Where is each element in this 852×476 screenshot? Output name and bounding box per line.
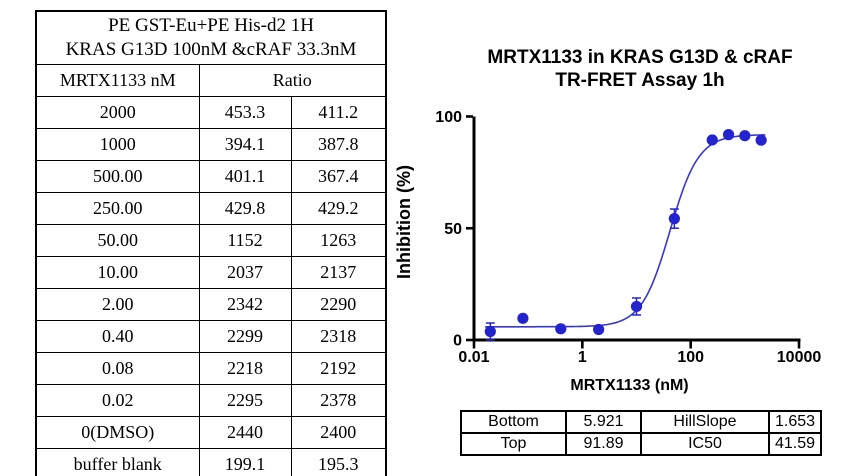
fit-cell: 41.59 bbox=[768, 432, 822, 456]
data-point-marker bbox=[722, 129, 735, 141]
chart-title-line2: TR-FRET Assay 1h bbox=[555, 70, 725, 91]
chart-title-line1: MRTX1133 in KRAS G13D & cRAF bbox=[487, 47, 793, 68]
ratio-column-header: Ratio bbox=[198, 64, 387, 97]
ratio-row: 0.08 2218 2192 bbox=[35, 352, 387, 385]
ratio-row: 0.02 2295 2378 bbox=[35, 384, 387, 417]
assay-header-cell: PE GST-Eu+PE His-d2 1H KRAS G13D 100nM &… bbox=[35, 10, 387, 65]
y-tick-label: 0 bbox=[453, 333, 462, 350]
ratio-cell: 2218 bbox=[198, 352, 292, 385]
ratio-cell: 2378 bbox=[290, 384, 387, 417]
ratio-cell: 199.1 bbox=[198, 448, 292, 476]
ratio-cell: 195.3 bbox=[290, 448, 387, 476]
data-point-marker bbox=[593, 323, 605, 336]
ratio-cell: 50.00 bbox=[35, 224, 200, 257]
chart-axes bbox=[472, 116, 801, 342]
data-point-marker bbox=[484, 325, 496, 338]
ratio-row: 1000 394.1 387.8 bbox=[35, 128, 387, 161]
y-tick-label: 100 bbox=[435, 109, 462, 126]
ratio-cell: 2290 bbox=[290, 288, 387, 321]
fit-cell: HillSlope bbox=[640, 410, 770, 434]
ratio-cell: 2440 bbox=[198, 416, 292, 449]
fit-cell: Bottom bbox=[460, 410, 567, 434]
conc-column-header: MRTX1133 nM bbox=[35, 64, 200, 97]
ratio-row: buffer blank 199.1 195.3 bbox=[35, 448, 387, 476]
fit-cell: 1.653 bbox=[768, 410, 822, 434]
ratio-cell: 367.4 bbox=[290, 160, 387, 193]
x-tick-label: 100 bbox=[677, 349, 704, 366]
x-tick-label: 10000 bbox=[777, 349, 822, 366]
x-axis-title: MRTX1133 (nM) bbox=[570, 377, 688, 394]
ratio-cell: 2000 bbox=[35, 96, 200, 129]
ratio-cell: 429.2 bbox=[290, 192, 387, 225]
chart-title: MRTX1133 in KRAS G13D & cRAF TR-FRET Ass… bbox=[440, 46, 840, 92]
ratio-cell: 2299 bbox=[198, 320, 292, 353]
ratio-cell: 10.00 bbox=[35, 256, 200, 289]
ratio-row: 0(DMSO) 2440 2400 bbox=[35, 416, 387, 449]
x-tick-label: 1 bbox=[578, 349, 587, 366]
fit-row: Top 91.89 IC50 41.59 bbox=[460, 432, 822, 456]
ratio-cell: 1263 bbox=[290, 224, 387, 257]
y-tick-label: 50 bbox=[444, 221, 462, 238]
fit-curve bbox=[485, 134, 766, 328]
data-point-marker bbox=[706, 134, 718, 146]
data-point-marker bbox=[668, 213, 680, 225]
data-point-marker bbox=[517, 312, 529, 324]
ratio-cell: 500.00 bbox=[35, 160, 200, 193]
ratio-row: 10.00 2037 2137 bbox=[35, 256, 387, 289]
column-header-row: MRTX1133 nM Ratio bbox=[35, 64, 387, 97]
ratio-cell: 2400 bbox=[290, 416, 387, 449]
ratio-cell: 2037 bbox=[198, 256, 292, 289]
ratio-cell: 387.8 bbox=[290, 128, 387, 161]
ratio-cell: 0.08 bbox=[35, 352, 200, 385]
data-point-marker bbox=[630, 300, 643, 313]
assay-header-row: PE GST-Eu+PE His-d2 1H KRAS G13D 100nM &… bbox=[35, 10, 387, 65]
ratio-cell: 2295 bbox=[198, 384, 292, 417]
ratio-table-body: 2000 453.3 411.2 1000 394.1 387.8 500.00 401.1 3… bbox=[35, 96, 387, 476]
fit-cell: 91.89 bbox=[565, 432, 642, 456]
fit-row: Bottom 5.921 HillSlope 1.653 bbox=[460, 410, 822, 434]
data-point-marker bbox=[555, 323, 567, 335]
ratio-row: 2.00 2342 2290 bbox=[35, 288, 387, 321]
fit-table-body: Bottom 5.921 HillSlope 1.653 Top 91.89 IC50 41.… bbox=[460, 410, 822, 456]
fit-parameters-table: Bottom 5.921 HillSlope 1.653 Top 91.89 IC50 41.… bbox=[460, 410, 822, 456]
ratio-cell: 0(DMSO) bbox=[35, 416, 200, 449]
ratio-cell: 2.00 bbox=[35, 288, 200, 321]
fit-cell: Top bbox=[460, 432, 567, 456]
ratio-row: 250.00 429.8 429.2 bbox=[35, 192, 387, 225]
ratio-cell: 453.3 bbox=[198, 96, 292, 129]
ratio-cell: 0.02 bbox=[35, 384, 200, 417]
ratio-cell: buffer blank bbox=[35, 448, 200, 476]
ratio-cell: 250.00 bbox=[35, 192, 200, 225]
ratio-cell: 1000 bbox=[35, 128, 200, 161]
data-point-marker bbox=[755, 134, 767, 146]
ratio-cell: 2192 bbox=[290, 352, 387, 385]
ratio-row: 500.00 401.1 367.4 bbox=[35, 160, 387, 193]
ratio-cell: 394.1 bbox=[198, 128, 292, 161]
ratio-table: PE GST-Eu+PE His-d2 1H KRAS G13D 100nM &… bbox=[35, 10, 388, 476]
ratio-row: 50.00 1152 1263 bbox=[35, 224, 387, 257]
fit-cell: IC50 bbox=[640, 432, 770, 456]
ratio-cell: 411.2 bbox=[290, 96, 387, 129]
ratio-row: 0.40 2299 2318 bbox=[35, 320, 387, 353]
assay-title-line1: PE GST-Eu+PE His-d2 1H bbox=[108, 15, 314, 36]
ratio-cell: 2342 bbox=[198, 288, 292, 321]
ratio-cell: 0.40 bbox=[35, 320, 200, 353]
ratio-cell: 2137 bbox=[290, 256, 387, 289]
ratio-cell: 429.8 bbox=[198, 192, 292, 225]
dose-response-chart: 0 50 100 0.01 1 100 10000 MRTX1133 (nM) Inhibiti… bbox=[394, 109, 822, 394]
ratio-cell: 1152 bbox=[198, 224, 292, 257]
assay-title-line2: KRAS G13D 100nM &cRAF 33.3nM bbox=[65, 39, 357, 60]
ratio-row: 2000 453.3 411.2 bbox=[35, 96, 387, 129]
y-axis-title: Inhibition (%) bbox=[394, 165, 414, 279]
ratio-cell: 2318 bbox=[290, 320, 387, 353]
x-tick-label: 0.01 bbox=[458, 349, 489, 366]
data-point-marker bbox=[739, 130, 751, 142]
fit-cell: 5.921 bbox=[565, 410, 642, 434]
ratio-cell: 401.1 bbox=[198, 160, 292, 193]
